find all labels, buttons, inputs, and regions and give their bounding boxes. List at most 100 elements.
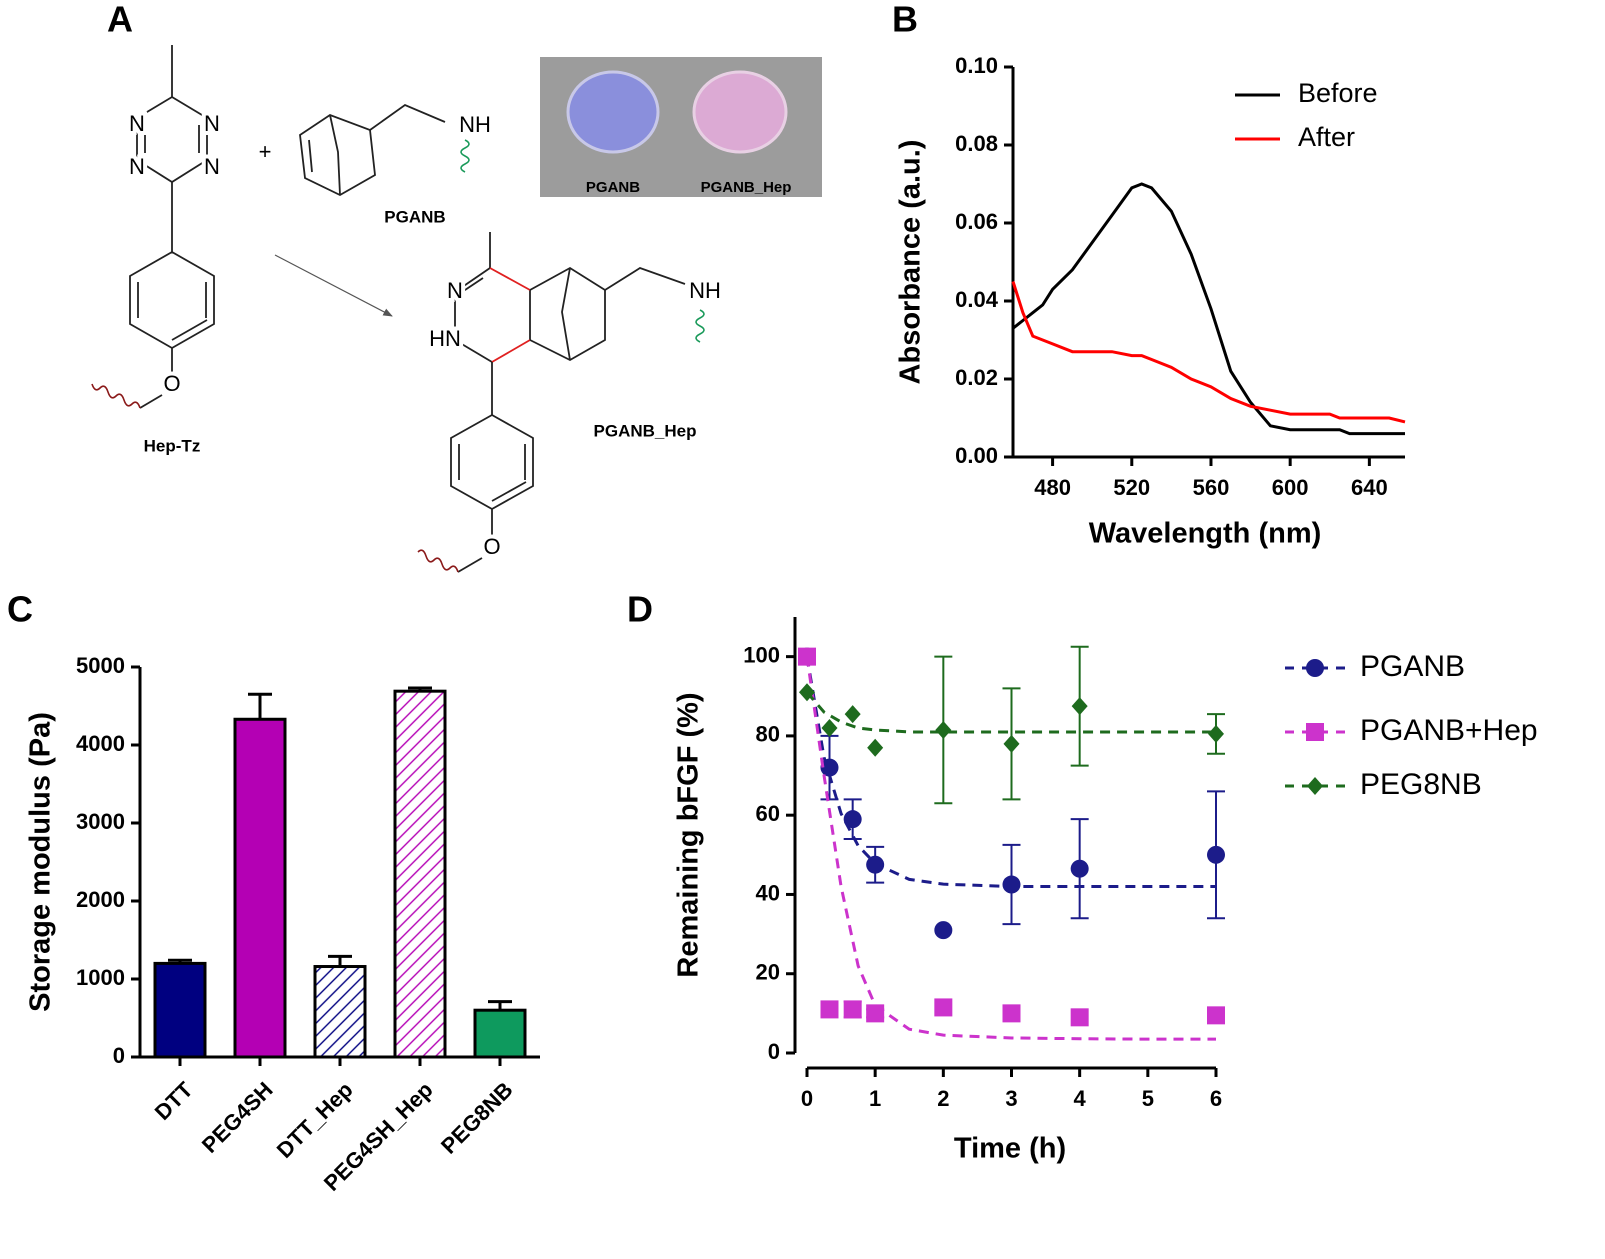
marker <box>867 738 884 757</box>
panel-a: A N N N N O Hep-Tz + NH PGANB PGANB PGAN… <box>91 0 822 573</box>
marker <box>934 998 953 1017</box>
x-tick-label: 480 <box>1034 475 1071 500</box>
y-tick-label: 0 <box>768 1039 780 1064</box>
panel-label: D <box>627 589 653 630</box>
panel-label: C <box>7 589 33 630</box>
panel-label: B <box>892 0 918 40</box>
bar <box>473 1008 527 1059</box>
atom: N <box>204 111 220 136</box>
marker <box>935 720 952 739</box>
marker <box>844 705 861 724</box>
marker <box>1306 659 1324 677</box>
marker <box>1208 724 1224 743</box>
y-tick-label: 0.10 <box>955 53 998 78</box>
bar <box>313 965 367 1059</box>
marker <box>799 683 815 702</box>
y-tick-label: 40 <box>756 880 780 905</box>
photo-label: PGANB <box>586 179 640 196</box>
marker <box>1306 723 1324 741</box>
marker <box>1070 859 1089 878</box>
pganb-structure <box>299 103 470 197</box>
y-axis-title: Storage modulus (Pa) <box>25 712 57 1012</box>
atom: NH <box>459 112 491 137</box>
compound-label: Hep-Tz <box>144 436 201 455</box>
y-tick-label: 0 <box>113 1043 125 1068</box>
x-tick-label: 6 <box>1210 1086 1222 1111</box>
y-tick-label: 3000 <box>76 809 125 834</box>
marker <box>798 647 816 666</box>
x-tick-label: 5 <box>1142 1086 1154 1111</box>
y-tick-label: 0.08 <box>955 131 998 156</box>
legend-label: PEG8NB <box>1360 768 1482 801</box>
y-tick-label: 100 <box>743 642 780 667</box>
y-tick-label: 0.00 <box>955 443 998 468</box>
x-tick-label: 560 <box>1193 475 1230 500</box>
marker <box>1070 1008 1089 1027</box>
x-tick-label: 1 <box>869 1086 881 1111</box>
bar <box>153 961 207 1059</box>
x-tick-label: 3 <box>1005 1086 1017 1111</box>
marker <box>1003 734 1020 753</box>
photo: PGANB PGANB_Hep <box>540 57 822 197</box>
y-tick-label: 4000 <box>76 731 125 756</box>
panel-label: A <box>107 0 133 40</box>
y-tick-label: 0.02 <box>955 365 998 390</box>
reaction-arrow <box>274 254 393 317</box>
bar <box>393 689 447 1059</box>
atom: HN <box>429 326 461 351</box>
atom: N <box>204 154 220 179</box>
x-tick-label: PEG8NB <box>436 1077 518 1159</box>
y-tick-label: 5000 <box>76 653 125 678</box>
compound-label: PGANB_Hep <box>594 421 697 440</box>
compound-label: PGANB <box>384 207 445 226</box>
product-structure <box>417 232 705 573</box>
plus-sign: + <box>259 139 272 164</box>
marker <box>1207 845 1225 864</box>
fit-line <box>805 656 1216 889</box>
y-tick-label: 80 <box>756 722 780 747</box>
bar <box>233 717 287 1059</box>
y-tick-label: 2000 <box>76 887 125 912</box>
atom: N <box>129 154 145 179</box>
y-tick-label: 1000 <box>76 965 125 990</box>
x-tick-label: 520 <box>1113 475 1150 500</box>
marker <box>843 810 862 829</box>
x-tick-label: DTT <box>150 1077 198 1125</box>
y-axis-title: Absorbance (a.u.) <box>895 140 927 385</box>
marker <box>1002 875 1021 894</box>
y-tick-label: 60 <box>756 801 780 826</box>
marker <box>1071 697 1088 716</box>
y-tick-label: 0.06 <box>955 209 998 234</box>
x-tick-label: DTT_Hep <box>272 1077 358 1163</box>
x-tick-label: PEG4SH <box>197 1077 278 1158</box>
data-line <box>1011 281 1406 424</box>
x-tick-label: 0 <box>801 1086 813 1111</box>
data-line <box>1012 182 1405 436</box>
legend-label: PGANB <box>1360 650 1465 683</box>
marker <box>820 1000 839 1019</box>
atom: NH <box>689 278 721 303</box>
legend-label: After <box>1298 122 1355 152</box>
fit-line <box>805 656 1216 1041</box>
marker <box>866 1004 885 1023</box>
marker <box>1307 777 1323 795</box>
atom: O <box>163 371 180 396</box>
x-tick-label: 4 <box>1074 1086 1087 1111</box>
photo-label: PGANB_Hep <box>701 179 792 196</box>
marker <box>934 921 953 940</box>
y-tick-label: 0.04 <box>955 287 999 312</box>
atom: O <box>483 534 500 559</box>
marker <box>1207 1006 1225 1025</box>
marker <box>1002 1004 1021 1023</box>
x-tick-label: 2 <box>937 1086 949 1111</box>
x-axis-title: Wavelength (nm) <box>1089 518 1322 550</box>
atom: N <box>129 111 145 136</box>
y-tick-label: 20 <box>756 960 780 985</box>
y-axis-title: Remaining bFGF (%) <box>673 692 705 977</box>
marker <box>821 718 838 737</box>
x-axis-title: Time (h) <box>954 1133 1066 1165</box>
x-tick-label: 600 <box>1272 475 1309 500</box>
x-tick-label: 640 <box>1351 475 1388 500</box>
marker <box>820 758 839 777</box>
